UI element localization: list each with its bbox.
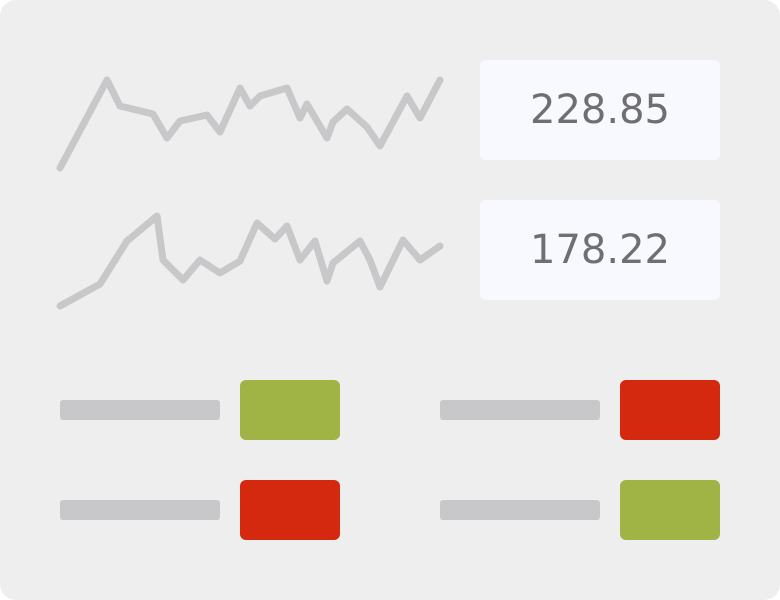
sparkline-chart-1 <box>56 76 444 172</box>
price-value-2: 178.22 <box>480 200 720 300</box>
indicator-label-placeholder-2 <box>440 400 600 420</box>
price-value-1: 228.85 <box>480 60 720 160</box>
indicator-label-placeholder-3 <box>60 500 220 520</box>
indicator-label-placeholder-4 <box>440 500 600 520</box>
status-indicator-4 <box>620 480 720 540</box>
status-indicator-3 <box>240 480 340 540</box>
sparkline-line-1 <box>56 76 444 172</box>
status-indicator-1 <box>240 380 340 440</box>
status-indicator-2 <box>620 380 720 440</box>
indicator-label-placeholder-1 <box>60 400 220 420</box>
sparkline-chart-2 <box>56 212 444 310</box>
sparkline-line-2 <box>56 212 444 310</box>
